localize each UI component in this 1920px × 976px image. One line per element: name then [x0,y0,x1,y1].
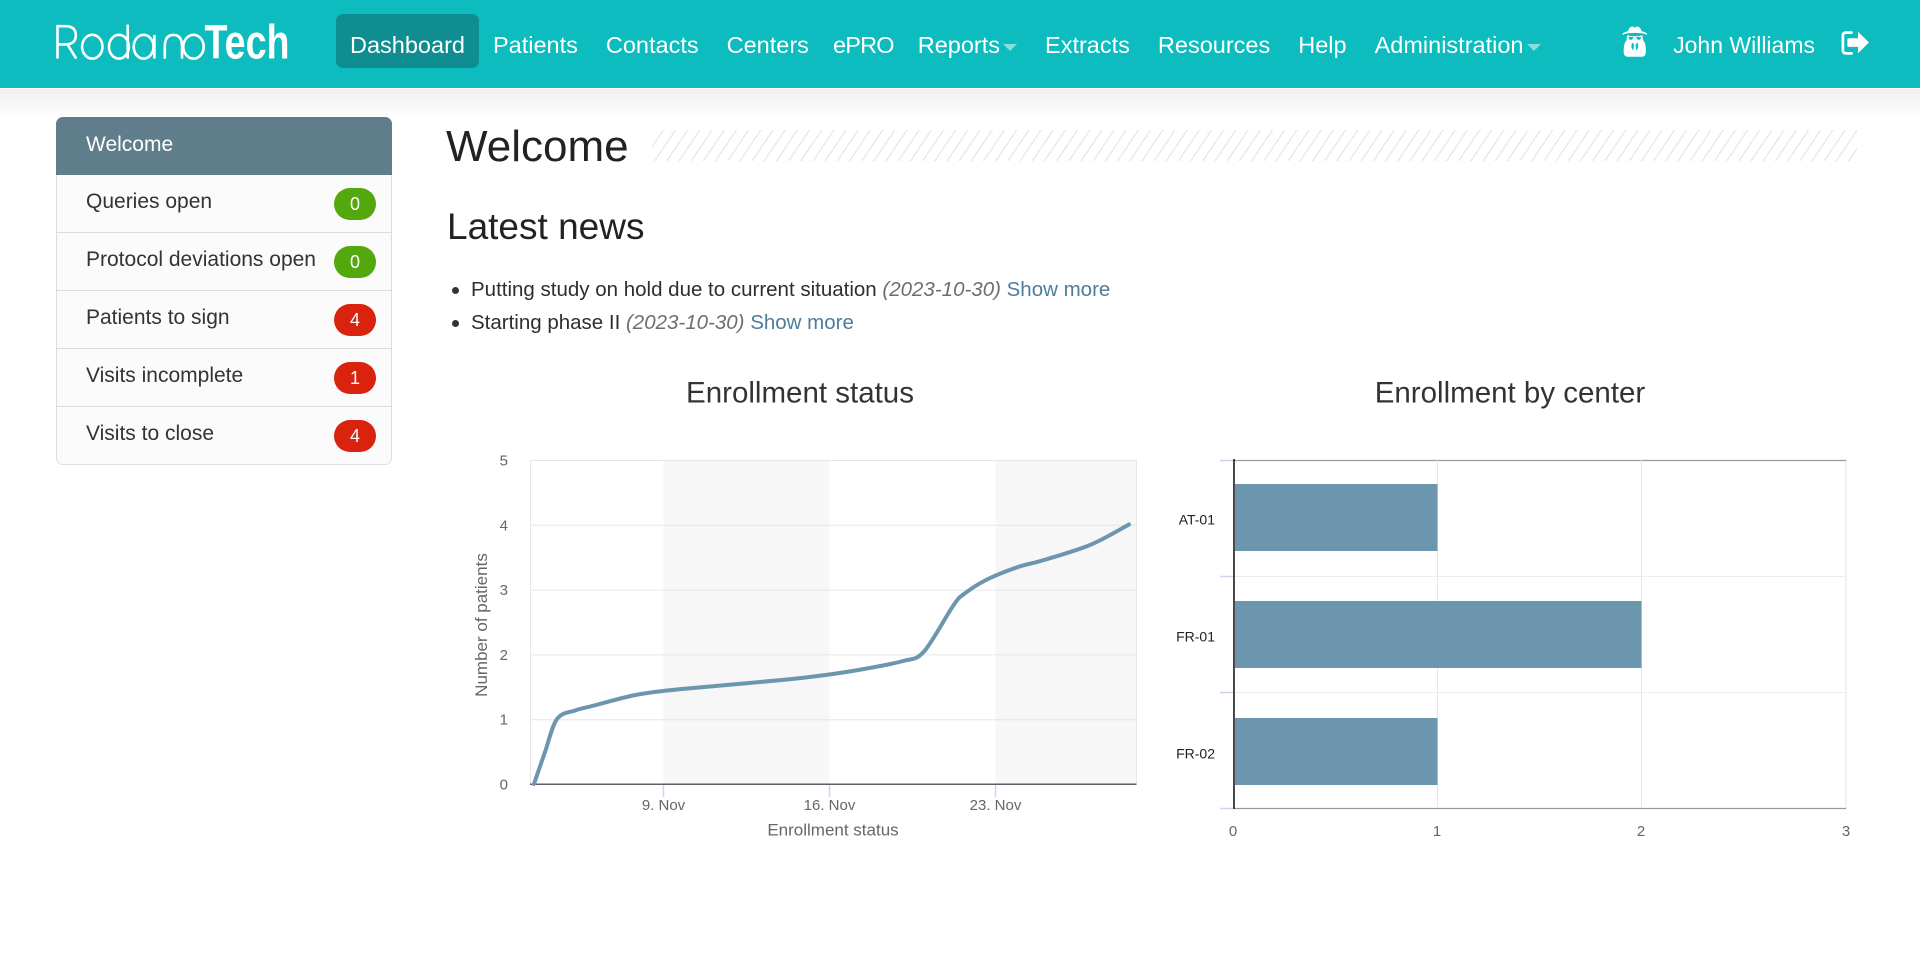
svg-text:1: 1 [1433,823,1441,840]
svg-text:1: 1 [500,712,508,729]
svg-text:FR-02: FR-02 [1176,746,1215,762]
svg-text:Enrollment by center: Enrollment by center [1375,377,1646,410]
svg-text:9. Nov: 9. Nov [642,797,686,814]
svg-text:5: 5 [500,453,508,470]
svg-text:4: 4 [500,517,508,534]
svg-text:Enrollment status: Enrollment status [686,377,914,410]
svg-text:23. Nov: 23. Nov [970,797,1022,814]
svg-text:3: 3 [500,582,508,599]
svg-text:Tech: Tech [205,17,290,70]
svg-text:0: 0 [500,777,508,794]
svg-text:AT-01: AT-01 [1179,512,1216,528]
svg-text:0: 0 [1229,823,1237,840]
svg-text:2: 2 [1637,823,1645,840]
svg-text:Number of patients: Number of patients [472,553,491,697]
svg-text:16. Nov: 16. Nov [804,797,856,814]
svg-text:Enrollment status: Enrollment status [767,821,898,840]
svg-text:FR-01: FR-01 [1176,629,1215,645]
svg-text:2: 2 [500,647,508,664]
svg-text:3: 3 [1842,823,1850,840]
